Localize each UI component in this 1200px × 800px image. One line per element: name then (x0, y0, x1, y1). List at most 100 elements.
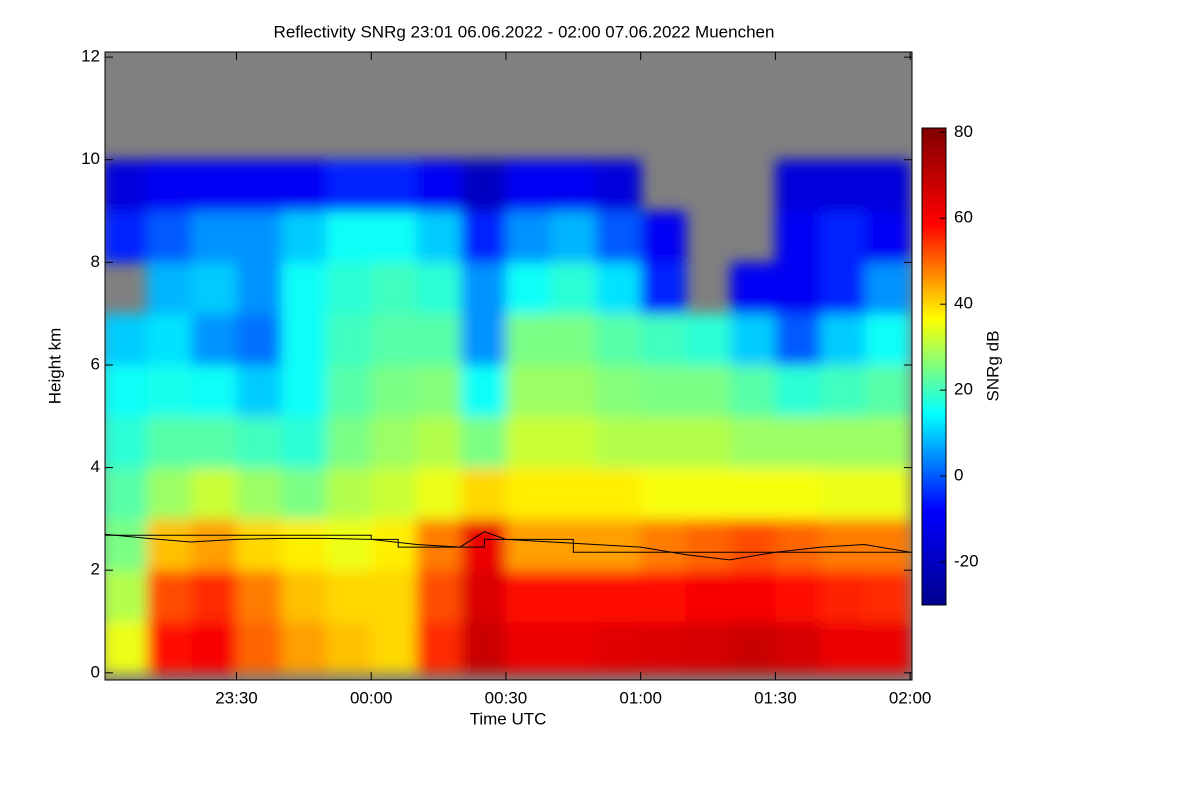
x-tick-label: 00:30 (485, 688, 528, 707)
heat-cell (191, 159, 237, 212)
heat-cell (730, 467, 776, 520)
heat-cell (640, 518, 687, 571)
heat-cell (236, 467, 282, 520)
heat-cell (371, 416, 417, 469)
heat-cell (685, 570, 731, 623)
heat-cell (595, 364, 642, 417)
heat-cell (236, 416, 282, 469)
heat-cell (191, 621, 237, 674)
heat-cell (416, 621, 462, 674)
heat-cell (865, 570, 911, 623)
heat-cell (236, 159, 282, 212)
heat-cell (820, 570, 866, 623)
chart-title: Reflectivity SNRg 23:01 06.06.2022 - 02:… (274, 22, 775, 41)
heat-cell (326, 159, 372, 212)
heat-cell (640, 211, 687, 263)
heat-cell (146, 518, 192, 571)
heat-cell (191, 416, 237, 469)
heat-cell (595, 211, 642, 263)
heat-cell (685, 416, 731, 469)
heat-cell (281, 313, 327, 366)
heat-cell (550, 262, 597, 315)
heat-cell (146, 570, 192, 623)
x-tick-label: 02:00 (889, 688, 932, 707)
heat-cell (146, 364, 192, 417)
heat-cell (775, 621, 821, 674)
y-tick-label: 8 (91, 252, 100, 271)
colorbar-tick-label: 60 (954, 208, 973, 227)
heat-cell (281, 570, 327, 623)
heat-cell (326, 467, 372, 520)
heat-cell (865, 416, 911, 469)
heat-cell (371, 159, 417, 212)
heat-cell (685, 364, 731, 417)
heat-cell (685, 313, 731, 366)
heat-cell (281, 159, 327, 212)
heat-cell (550, 159, 597, 212)
heat-cell (640, 262, 687, 315)
heat-cell (505, 416, 552, 469)
heat-cell (685, 621, 731, 674)
heat-cell (326, 570, 372, 623)
heat-cell (281, 211, 327, 263)
heat-cell (505, 211, 552, 263)
heat-cell (640, 621, 687, 674)
y-tick-label: 6 (91, 354, 100, 373)
heat-cell (640, 570, 687, 623)
heat-cell (416, 467, 462, 520)
heat-cell (281, 621, 327, 674)
heat-cell (865, 467, 911, 520)
heatmap (105, 159, 911, 674)
heat-cell (191, 262, 237, 315)
heat-cell (820, 467, 866, 520)
heat-cell (191, 211, 237, 263)
y-tick-label: 10 (81, 149, 100, 168)
heat-cell (775, 211, 821, 263)
heat-cell (371, 211, 417, 263)
heat-cell (191, 364, 237, 417)
heat-cell (595, 313, 642, 366)
heat-cell (105, 364, 148, 417)
heat-cell (505, 364, 552, 417)
heat-cell (105, 518, 148, 571)
heat-cell (146, 262, 192, 315)
heat-cell (326, 211, 372, 263)
heat-cell (416, 159, 462, 212)
heat-cell (865, 518, 911, 571)
colorbar-label: SNRg dB (983, 331, 1002, 402)
heat-cell (146, 416, 192, 469)
heat-cell (820, 211, 866, 263)
heat-cell (236, 364, 282, 417)
heat-cell (236, 211, 282, 263)
heat-cell (595, 262, 642, 315)
heat-cell (281, 364, 327, 417)
colorbar-tick-label: -20 (954, 552, 979, 571)
heat-cell (460, 416, 507, 469)
heat-cell (865, 262, 911, 315)
heat-cell (865, 211, 911, 263)
heat-cell (416, 364, 462, 417)
heat-cell (865, 313, 911, 366)
heat-cell (236, 621, 282, 674)
heat-cell (775, 313, 821, 366)
heat-cell (550, 211, 597, 263)
heat-cell (820, 416, 866, 469)
heat-cell (105, 570, 148, 623)
heat-cell (595, 159, 642, 212)
heat-cell (371, 518, 417, 571)
heat-cell (505, 159, 552, 212)
heat-cell (281, 467, 327, 520)
heat-cell (105, 159, 148, 212)
heat-cell (775, 518, 821, 571)
heat-cell (820, 159, 866, 212)
heat-cell (460, 313, 507, 366)
y-tick-label: 12 (81, 47, 100, 66)
heat-cell (191, 467, 237, 520)
heat-cell (775, 262, 821, 315)
heat-cell (416, 211, 462, 263)
heat-cell (371, 364, 417, 417)
heat-cell (820, 364, 866, 417)
heat-cell (775, 159, 821, 212)
heat-cell (865, 621, 911, 674)
